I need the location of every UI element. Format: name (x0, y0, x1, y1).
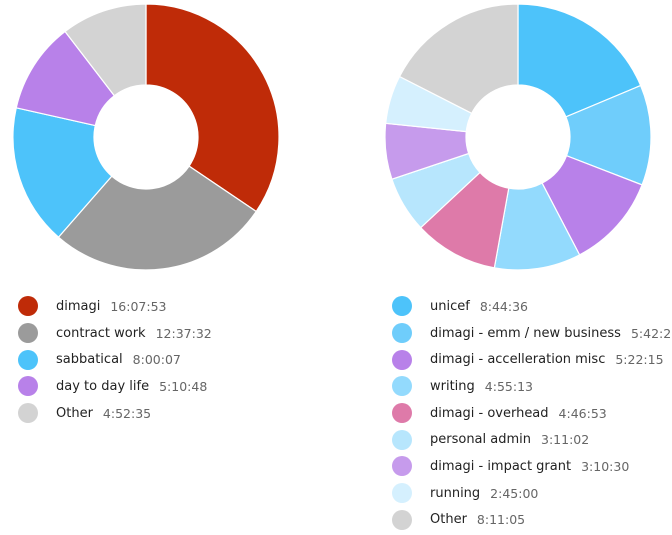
donut-chart-right (384, 3, 652, 271)
legend-label: day to day life (56, 378, 150, 394)
donut-slice[interactable] (145, 3, 280, 213)
legend-item[interactable]: dimagi - emm / new business 5:42:21 (392, 320, 672, 347)
legend-label: dimagi - overhead (430, 405, 549, 421)
donut-slice[interactable] (64, 3, 147, 97)
legend-time: 3:11:02 (541, 432, 590, 448)
legend-label: writing (430, 378, 475, 394)
legend-item[interactable]: personal admin 3:11:02 (392, 426, 672, 453)
legend-item[interactable]: running 2:45:00 (392, 480, 672, 507)
legend-label: running (430, 485, 481, 501)
legend-item[interactable]: dimagi 16:07:53 (18, 293, 212, 320)
legend-item[interactable]: Other 4:52:35 (18, 400, 212, 427)
legend-time: 4:52:35 (102, 405, 152, 421)
legend-left: dimagi 16:07:53 contract work 12:37:32 sabba… (18, 293, 212, 426)
legend-swatch (392, 376, 412, 397)
legend-item[interactable]: writing 4:55:13 (392, 373, 672, 400)
legend-label: personal admin (430, 432, 532, 448)
donut-slice[interactable] (517, 3, 642, 118)
legend-swatch (392, 429, 412, 450)
legend-time: 4:46:53 (558, 405, 607, 421)
legend-time: 3:10:30 (581, 458, 630, 474)
legend-time: 2:45:00 (490, 485, 539, 501)
legend-time: 5:22:15 (615, 352, 664, 368)
legend-item[interactable]: sabbatical 8:00:07 (18, 346, 212, 373)
legend-swatch (392, 483, 412, 504)
legend-time: 16:07:53 (110, 298, 167, 314)
legend-label: sabbatical (56, 352, 123, 368)
legend-time: 8:11:05 (476, 512, 526, 528)
legend-label: contract work (56, 325, 146, 341)
legend-time: 5:42:21 (630, 325, 672, 341)
legend-item[interactable]: unicef 8:44:36 (392, 293, 672, 320)
legend-label: dimagi - impact grant (430, 458, 572, 474)
legend-swatch (18, 403, 38, 424)
legend-time: 4:55:13 (484, 378, 533, 394)
legend-swatch (18, 296, 38, 317)
legend-time: 8:00:07 (132, 352, 181, 368)
legend-label: Other (56, 405, 93, 421)
legend-time: 12:37:32 (155, 325, 212, 341)
legend-swatch (392, 509, 412, 530)
legend-swatch (392, 456, 412, 477)
legend-label: dimagi (56, 298, 101, 314)
legend-swatch (18, 349, 38, 370)
legend-swatch (18, 323, 38, 344)
legend-item[interactable]: contract work 12:37:32 (18, 320, 212, 347)
legend-label: dimagi - emm / new business (430, 325, 621, 341)
legend-swatch (392, 403, 412, 424)
legend-item[interactable]: Other 8:11:05 (392, 507, 672, 534)
legend-swatch (18, 376, 38, 397)
legend-label: dimagi - accelleration misc (430, 352, 606, 368)
legend-time: 8:44:36 (479, 298, 528, 314)
legend-item[interactable]: dimagi - impact grant 3:10:30 (392, 453, 672, 480)
legend-swatch (392, 349, 412, 370)
donut-chart-left (12, 3, 280, 271)
legend-swatch (392, 323, 412, 344)
legend-item[interactable]: day to day life 5:10:48 (18, 373, 212, 400)
legend-time: 5:10:48 (159, 378, 208, 394)
donut-slice[interactable] (57, 165, 258, 271)
legend-right: unicef 8:44:36 dimagi - emm / new business… (392, 293, 672, 533)
legend-label: unicef (430, 298, 470, 314)
legend-swatch (392, 296, 412, 317)
donut-slice[interactable] (12, 107, 113, 239)
legend-label: Other (430, 512, 467, 528)
donut-slice[interactable] (398, 3, 519, 115)
legend-item[interactable]: dimagi - accelleration misc 5:22:15 (392, 346, 672, 373)
legend-item[interactable]: dimagi - overhead 4:46:53 (392, 400, 672, 427)
